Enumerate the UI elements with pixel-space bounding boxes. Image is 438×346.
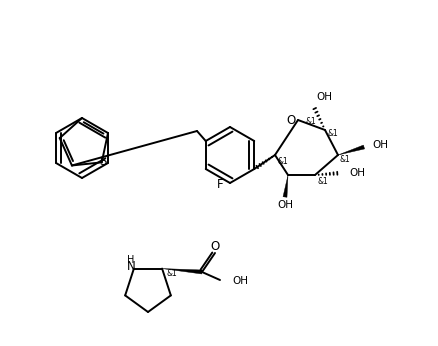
Text: &1: &1 [340, 155, 351, 164]
Text: O: O [210, 239, 219, 253]
Text: &1: &1 [328, 129, 339, 138]
Text: OH: OH [372, 140, 388, 150]
Text: F: F [217, 179, 223, 191]
Polygon shape [283, 175, 288, 197]
Text: OH: OH [277, 200, 293, 210]
Text: OH: OH [232, 276, 248, 286]
Text: &1: &1 [306, 118, 317, 127]
Polygon shape [162, 268, 202, 274]
Text: S: S [99, 155, 106, 168]
Text: H: H [127, 255, 134, 265]
Polygon shape [338, 145, 364, 155]
Text: OH: OH [349, 168, 365, 178]
Text: N: N [127, 260, 135, 273]
Text: O: O [286, 115, 296, 127]
Text: &1: &1 [317, 176, 328, 185]
Text: &1: &1 [166, 269, 177, 278]
Text: OH: OH [316, 92, 332, 102]
Text: &1: &1 [278, 156, 289, 165]
